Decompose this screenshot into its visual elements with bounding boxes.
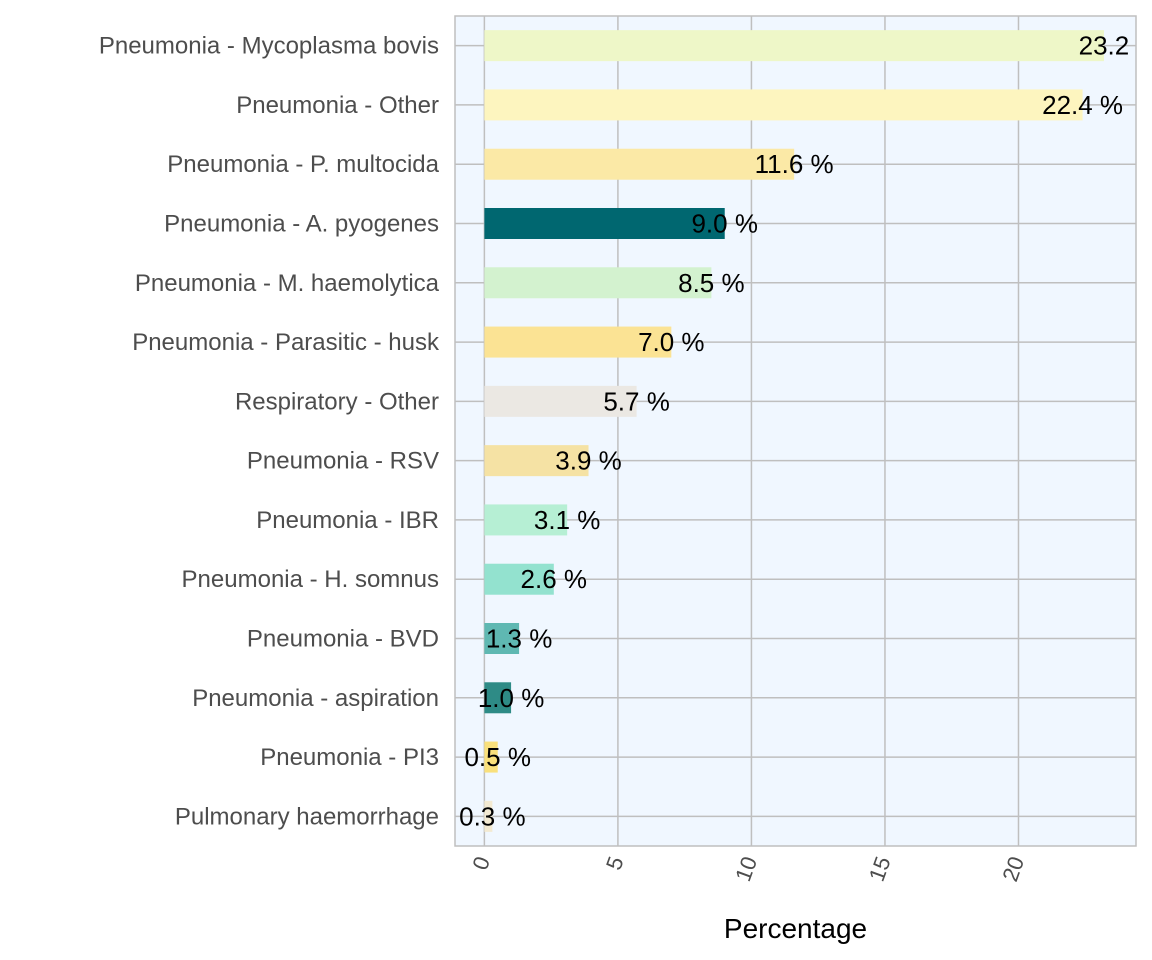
category-label-8: Pneumonia - IBR xyxy=(256,507,439,534)
value-label-0: 23.2 xyxy=(1079,31,1130,61)
value-label-8: 3.1 % xyxy=(534,505,601,535)
bar-4 xyxy=(484,267,712,299)
bar-9 xyxy=(484,563,554,595)
x-tick-label-3: 15 xyxy=(864,853,896,885)
value-label-13: 0.3 % xyxy=(459,801,526,831)
category-labels: Pneumonia - Mycoplasma bovis Pneumonia - … xyxy=(99,33,440,831)
bar-0 xyxy=(484,30,1104,62)
category-label-13: Pulmonary haemorrhage xyxy=(175,803,439,830)
value-label-1: 22.4 % xyxy=(1042,90,1123,120)
value-label-4: 8.5 % xyxy=(678,268,745,298)
x-tick-labels: 0 5 10 15 20 xyxy=(467,853,1029,885)
plot-panel xyxy=(454,15,1137,847)
category-label-6: Respiratory - Other xyxy=(235,388,439,415)
bar-7 xyxy=(484,445,589,477)
category-label-5: Pneumonia - Parasitic - husk xyxy=(132,329,440,356)
value-label-12: 0.5 % xyxy=(464,742,531,772)
category-label-4: Pneumonia - M. haemolytica xyxy=(135,270,440,297)
bar-2 xyxy=(484,148,795,180)
category-label-2: Pneumonia - P. multocida xyxy=(167,151,439,178)
category-label-7: Pneumonia - RSV xyxy=(247,448,439,475)
bar-12 xyxy=(484,741,498,773)
bar-3 xyxy=(484,208,725,239)
value-label-6: 5.7 % xyxy=(603,386,670,416)
bar-13 xyxy=(484,800,493,832)
x-tick-label-4: 20 xyxy=(997,853,1029,885)
category-label-3: Pneumonia - A. pyogenes xyxy=(164,211,439,238)
x-tick-label-1: 5 xyxy=(601,853,629,873)
category-label-9: Pneumonia - H. somnus xyxy=(182,566,439,593)
value-label-7: 3.9 % xyxy=(555,446,622,476)
value-label-9: 2.6 % xyxy=(521,564,588,594)
x-tick-label-2: 10 xyxy=(730,853,762,885)
category-label-12: Pneumonia - PI3 xyxy=(260,744,439,771)
value-label-2: 11.6 % xyxy=(755,149,834,179)
value-label-11: 1.0 % xyxy=(478,683,545,713)
x-tick-label-0: 0 xyxy=(467,853,495,873)
value-labels: 23.2 22.4 % 11.6 % 9.0 % 8.5 % 7.0 % 5.7 % 3.9 … xyxy=(459,31,1129,832)
bar-5 xyxy=(484,326,672,358)
x-axis-title: Percentage xyxy=(724,913,867,944)
bar-10 xyxy=(484,623,520,654)
bars xyxy=(484,30,1104,832)
category-label-1: Pneumonia - Other xyxy=(236,92,439,119)
category-label-0: Pneumonia - Mycoplasma bovis xyxy=(99,33,439,60)
category-label-10: Pneumonia - BVD xyxy=(247,626,439,653)
bar-6 xyxy=(484,385,637,417)
value-label-5: 7.0 % xyxy=(638,327,705,357)
value-label-10: 1.3 % xyxy=(486,624,553,654)
bar-1 xyxy=(484,89,1083,121)
bar-8 xyxy=(484,504,568,536)
bar-11 xyxy=(484,682,512,714)
value-label-3: 9.0 % xyxy=(691,209,758,239)
category-label-11: Pneumonia - aspiration xyxy=(192,685,439,712)
